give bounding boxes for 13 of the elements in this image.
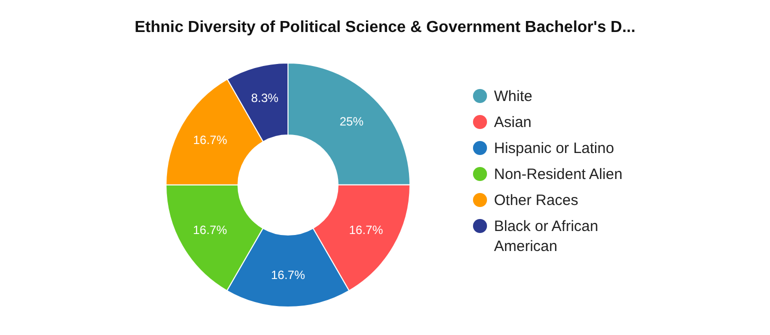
legend-label: Other Races [494, 192, 578, 208]
legend-label: Hispanic or Latino [494, 140, 614, 156]
chart-title: Ethnic Diversity of Political Science & Government Bachelor's D... [134, 19, 636, 36]
data-label: 16.7% [193, 132, 228, 147]
data-label: 25% [340, 114, 364, 128]
data-label: 16.7% [192, 222, 228, 237]
legend-label: White [494, 88, 532, 104]
data-label: 8.3% [251, 91, 279, 106]
legend-label: Asian [494, 114, 532, 130]
legend-label: Black or African American [494, 218, 598, 254]
data-label: 16.7% [270, 268, 306, 282]
legend-label: Non-Resident Alien [494, 166, 622, 182]
data-label: 16.7% [348, 222, 384, 237]
